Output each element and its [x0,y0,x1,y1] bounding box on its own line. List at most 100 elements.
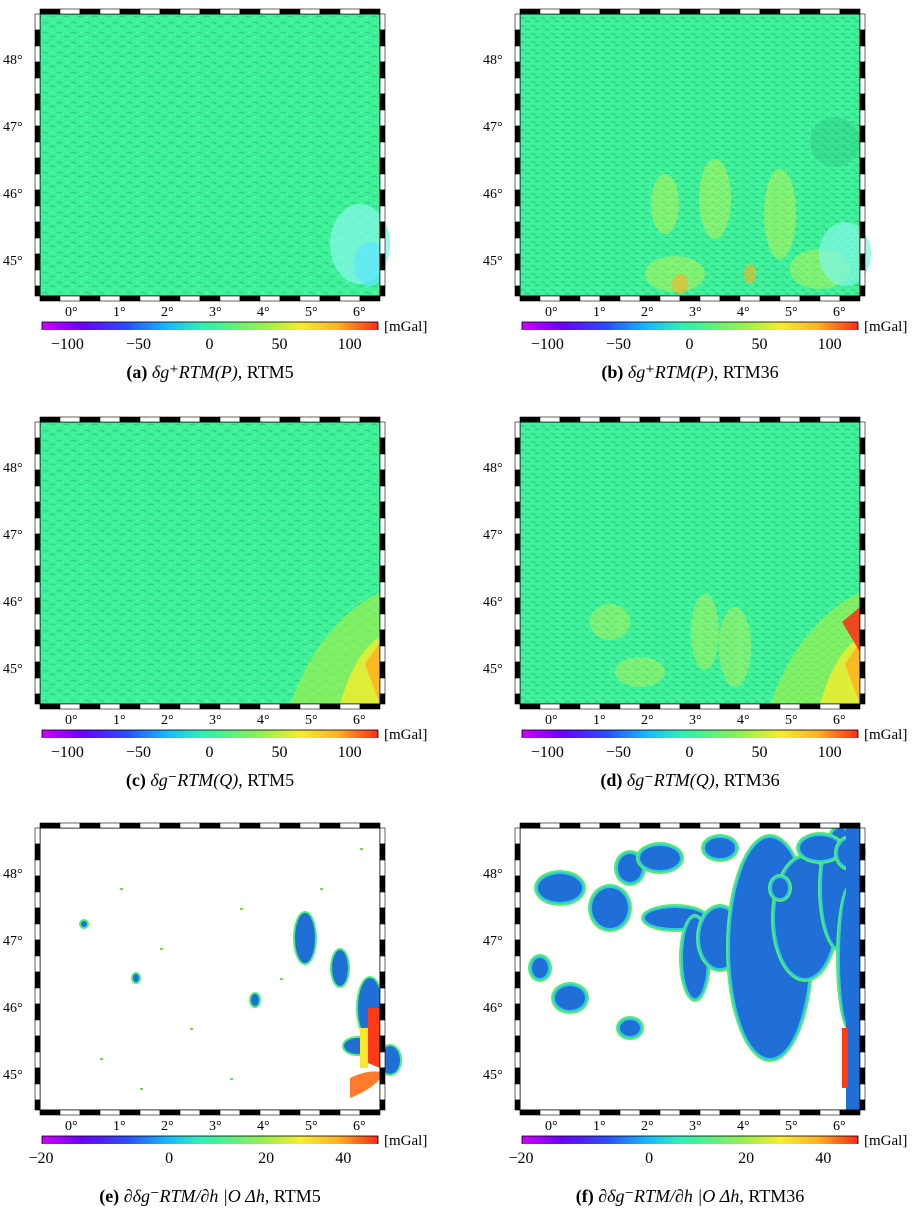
colorbar-tick-label: 0 [165,1150,174,1167]
lat-tick-label: 45° [483,662,503,677]
lon-tick-label: 3° [209,1119,222,1134]
lon-tick-label: 0° [545,713,558,728]
panel-caption: (d) δg⁻RTM(Q), RTM36 [600,770,780,790]
lon-tick-label: 0° [65,305,78,320]
lon-tick-label: 5° [785,305,798,320]
map-f [514,822,866,1144]
lat-tick-label: 45° [483,1068,503,1083]
lat-tick-label: 45° [3,662,23,677]
panel-caption: (c) δg⁻RTM(Q), RTM5 [125,770,295,790]
lon-tick-label: 4° [257,305,270,320]
lat-tick-label: 48° [3,53,23,68]
colorbar-tick-label: 0 [205,744,214,761]
lat-tick-label: 46° [3,187,23,202]
lon-tick-label: 1° [113,713,126,728]
lon-tick-label: 5° [785,1119,798,1134]
lon-tick-label: 1° [593,713,606,728]
colorbar-tick-label: 50 [751,336,768,353]
panel-b: 48° 47° 46° 45° 0° 1° 2° 3° 4° 5° 6° −100 −50 0 50 100 [… [480,0,918,406]
lon-tick-label: 3° [689,713,702,728]
colorbar-tick-label: −20 [28,1150,54,1167]
lon-tick-label: 3° [689,1119,702,1134]
panel-e: 48° 47° 46° 45° 0° 1° 2° 3° 4° 5° 6° −20 0 20 40 [mGal]… [0,814,438,1220]
colorbar-tick-label: 50 [751,744,768,761]
map-e [34,822,402,1144]
colorbar-tick-label: 50 [271,744,288,761]
lon-tick-label: 6° [353,713,366,728]
colorbar [41,321,379,330]
colorbar [521,321,859,330]
colorbar-tick-label: 40 [335,1150,352,1167]
lon-tick-label: 1° [593,305,606,320]
lon-tick-label: 3° [689,305,702,320]
lon-tick-label: 2° [641,305,654,320]
lat-tick-label: 46° [483,187,503,202]
lon-tick-label: 0° [545,305,558,320]
colorbar-tick-label: 0 [645,1150,654,1167]
colorbar-tick-label: −50 [125,336,151,353]
colorbar-unit: [mGal] [384,1133,428,1149]
lon-tick-label: 6° [833,305,846,320]
colorbar-tick-label: −50 [605,336,631,353]
colorbar [41,729,379,738]
lat-tick-label: 48° [483,461,503,476]
panel-f: 48° 47° 46° 45° 0° 1° 2° 3° 4° 5° 6° −20 0 20 40 [mGal]… [480,814,918,1220]
lon-tick-label: 6° [833,713,846,728]
lat-tick-label: 48° [483,867,503,882]
panel-caption: (a) δg⁺RTM(P), RTM5 [126,362,294,382]
colorbar-unit: [mGal] [864,727,908,743]
lon-tick-label: 5° [305,1119,318,1134]
lon-tick-label: 4° [737,1119,750,1134]
colorbar-tick-label: 40 [815,1150,832,1167]
colorbar-tick-label: 100 [817,336,842,353]
colorbar-tick-label: 20 [738,1150,755,1167]
lat-tick-label: 45° [483,254,503,269]
lon-tick-label: 3° [209,305,222,320]
colorbar-tick-label: −20 [508,1150,534,1167]
colorbar-tick-label: 100 [817,744,842,761]
lat-tick-label: 47° [483,120,503,135]
colorbar-tick-label: 0 [205,336,214,353]
lon-tick-label: 6° [353,305,366,320]
map-b [514,8,871,330]
panel-c: 48° 47° 46° 45° 0° 1° 2° 3° 4° 5° 6° −100 −50 0 50 100 [… [0,408,438,814]
lon-tick-label: 2° [161,713,174,728]
lon-tick-label: 2° [641,713,654,728]
colorbar [41,1135,379,1144]
lon-tick-label: 1° [593,1119,606,1134]
lat-tick-label: 45° [3,254,23,269]
lat-tick-label: 47° [483,934,503,949]
lon-tick-label: 2° [161,305,174,320]
panel-caption: (b) δg⁺RTM(P), RTM36 [601,362,779,382]
lat-tick-label: 48° [483,53,503,68]
lon-tick-label: 4° [737,305,750,320]
lon-tick-label: 1° [113,305,126,320]
lat-tick-label: 48° [3,867,23,882]
lon-tick-label: 2° [641,1119,654,1134]
lat-tick-label: 47° [3,528,23,543]
colorbar-tick-label: 100 [337,336,362,353]
lon-tick-label: 3° [209,713,222,728]
panel-caption: (f) ∂δg⁻RTM/∂h |O Δh, RTM36 [575,1186,805,1206]
lon-tick-label: 5° [785,713,798,728]
map-d [514,416,866,738]
lon-tick-label: 4° [257,1119,270,1134]
colorbar-tick-label: −100 [530,744,564,761]
lon-tick-label: 6° [353,1119,366,1134]
lat-tick-label: 46° [3,595,23,610]
lon-tick-label: 0° [65,713,78,728]
colorbar-tick-label: 0 [685,336,694,353]
colorbar-tick-label: −100 [50,744,84,761]
panel-d: 48° 47° 46° 45° 0° 1° 2° 3° 4° 5° 6° −100 −50 0 50 100 [… [480,408,918,814]
lon-tick-label: 6° [833,1119,846,1134]
colorbar-tick-label: −100 [530,336,564,353]
lon-tick-label: 5° [305,305,318,320]
panel-caption: (e) ∂δg⁻RTM/∂h |O Δh, RTM5 [99,1186,321,1206]
colorbar-tick-label: −100 [50,336,84,353]
colorbar [521,729,859,738]
colorbar-unit: [mGal] [864,319,908,335]
colorbar-tick-label: 100 [337,744,362,761]
lat-tick-label: 45° [3,1068,23,1083]
colorbar-tick-label: −50 [125,744,151,761]
lat-tick-label: 48° [3,461,23,476]
